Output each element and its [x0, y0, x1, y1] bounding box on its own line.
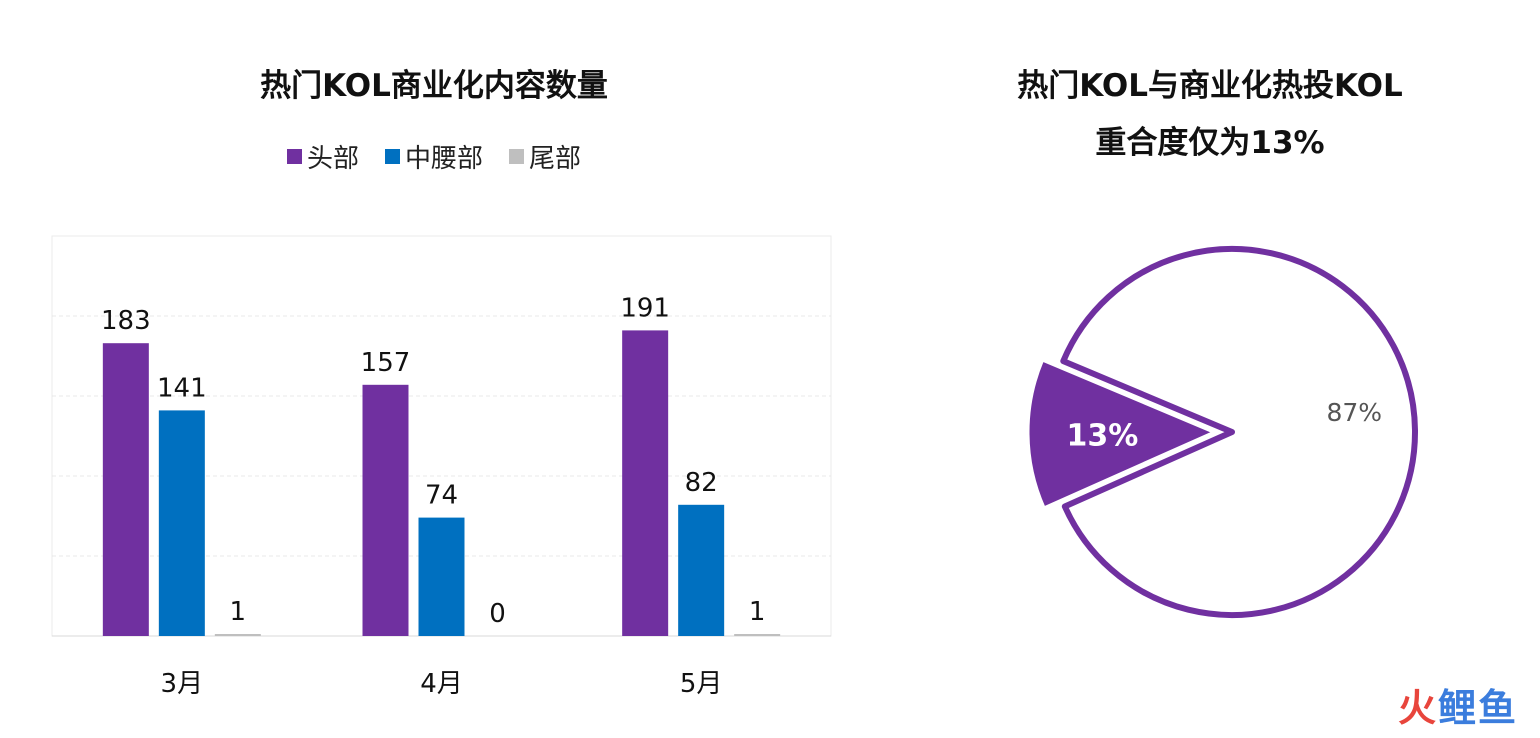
bar-data-label: 191 [620, 293, 670, 323]
bar-data-label: 141 [157, 373, 207, 403]
bar-头部-5月[interactable] [622, 330, 669, 636]
pie-label-small: 13% [1067, 418, 1139, 453]
watermark-logo: 火鲤鱼 [1398, 677, 1518, 732]
pie-slice-small[interactable] [1026, 358, 1218, 510]
bar-data-label: 74 [425, 481, 458, 511]
bar-尾部-3月[interactable] [214, 634, 261, 636]
legend-swatch-head [286, 149, 302, 164]
legend-swatch-tail [509, 149, 524, 164]
bar-头部-4月[interactable] [362, 384, 409, 636]
bar-chart-legend: 头部 中腰部 尾部 [54, 138, 814, 175]
pie-slice-large[interactable] [1060, 246, 1418, 618]
watermark-char-2: 鲤 [1437, 686, 1478, 730]
watermark-char-1: 火 [1397, 686, 1438, 730]
bar-data-label: 82 [685, 468, 718, 498]
legend-swatch-waist [384, 149, 400, 164]
x-tick-label: 5月 [680, 669, 723, 699]
legend-item-waist[interactable]: 中腰部 [384, 138, 483, 175]
bar-尾部-5月[interactable] [734, 634, 781, 636]
pie-label-large: 87% [1327, 398, 1383, 427]
bar-data-label: 157 [361, 348, 411, 378]
x-tick-label: 3月 [161, 669, 204, 699]
pie-chart-title-line1: 热门KOL与商业化热投KOL [1017, 68, 1403, 104]
bar-中腰部-3月[interactable] [158, 410, 205, 636]
bar-中腰部-5月[interactable] [678, 504, 725, 636]
bar-中腰部-4月[interactable] [418, 517, 465, 636]
watermark-char-3: 鱼 [1477, 686, 1518, 730]
bar-chart-title: 热门KOL商业化内容数量 [260, 68, 608, 104]
legend-item-head[interactable]: 头部 [286, 138, 359, 175]
bar-data-label: 183 [101, 306, 151, 336]
pie-chart-title-line2: 重合度仅为13% [1095, 125, 1325, 161]
x-tick-label: 4月 [420, 669, 463, 699]
legend-label-tail: 尾部 [529, 144, 582, 174]
bar-data-label: 1 [749, 597, 766, 627]
bar-data-label: 0 [489, 599, 506, 629]
legend-label-head: 头部 [306, 144, 359, 174]
bar-data-label: 1 [230, 597, 247, 627]
legend-label-waist: 中腰部 [404, 144, 483, 174]
bar-头部-3月[interactable] [102, 343, 149, 636]
legend-item-tail[interactable]: 尾部 [509, 138, 581, 175]
